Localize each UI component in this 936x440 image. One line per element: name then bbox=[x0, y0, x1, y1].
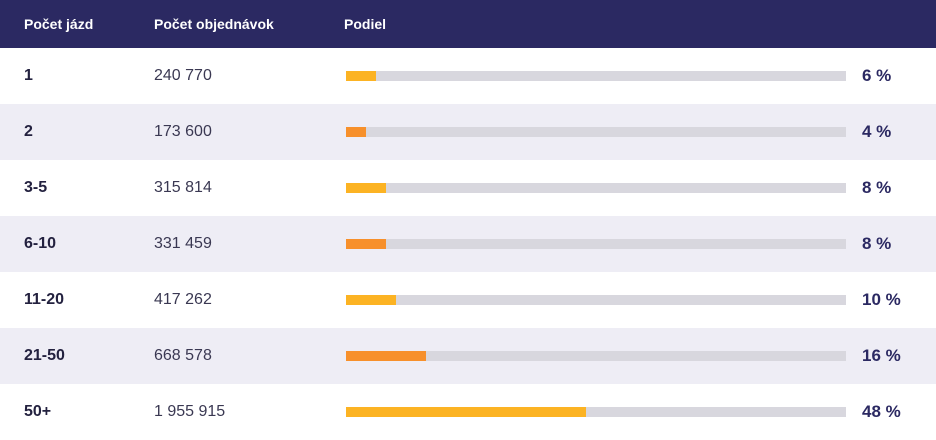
orders-value: 315 814 bbox=[154, 179, 212, 196]
header-trips: Počet jázd bbox=[24, 16, 94, 32]
share-bar bbox=[346, 295, 396, 305]
share-percent: 8 % bbox=[862, 234, 892, 253]
share-bar-track bbox=[346, 239, 846, 249]
trips-label: 6-10 bbox=[24, 235, 57, 252]
orders-value: 417 262 bbox=[154, 291, 212, 308]
table-row: 21-50 668 578 16 % bbox=[0, 328, 936, 384]
orders-value: 668 578 bbox=[154, 347, 212, 364]
header-share: Podiel bbox=[344, 16, 387, 32]
table-row: 3-5 315 814 8 % bbox=[0, 160, 936, 216]
share-bar-track bbox=[346, 407, 846, 417]
share-bar bbox=[346, 183, 386, 193]
share-percent: 4 % bbox=[862, 122, 892, 141]
share-bar-track bbox=[346, 295, 846, 305]
share-bar bbox=[346, 127, 366, 137]
table-row: 2 173 600 4 % bbox=[0, 104, 936, 160]
share-bar bbox=[346, 351, 426, 361]
trips-label: 21-50 bbox=[24, 347, 65, 364]
trips-label: 1 bbox=[24, 67, 33, 84]
orders-value: 331 459 bbox=[154, 235, 212, 252]
share-percent: 48 % bbox=[862, 402, 901, 421]
share-bar bbox=[346, 71, 376, 81]
share-percent: 16 % bbox=[862, 346, 901, 365]
header-orders: Počet objednávok bbox=[154, 16, 274, 32]
orders-value: 240 770 bbox=[154, 67, 212, 84]
share-bar bbox=[346, 407, 586, 417]
table-row: 11-20 417 262 10 % bbox=[0, 272, 936, 328]
trips-label: 2 bbox=[24, 123, 33, 140]
table-row: 6-10 331 459 8 % bbox=[0, 216, 936, 272]
share-bar bbox=[346, 239, 386, 249]
share-bar-track bbox=[346, 71, 846, 81]
table-row: 50+ 1 955 915 48 % bbox=[0, 384, 936, 440]
share-bar-track bbox=[346, 183, 846, 193]
share-bar-track bbox=[346, 351, 846, 361]
table-body: 1 240 770 6 % 2 173 600 4 % 3-5 315 814 8 % 6-10 3… bbox=[0, 48, 936, 440]
share-percent: 10 % bbox=[862, 290, 901, 309]
share-percent: 8 % bbox=[862, 178, 892, 197]
orders-value: 173 600 bbox=[154, 123, 212, 140]
orders-value: 1 955 915 bbox=[154, 403, 226, 420]
share-bar-track bbox=[346, 127, 846, 137]
table-header: Počet jázd Počet objednávok Podiel bbox=[0, 0, 936, 48]
trips-label: 50+ bbox=[24, 403, 52, 420]
share-percent: 6 % bbox=[862, 66, 892, 85]
trips-label: 11-20 bbox=[24, 291, 65, 308]
trips-label: 3-5 bbox=[24, 179, 48, 196]
table-row: 1 240 770 6 % bbox=[0, 48, 936, 104]
